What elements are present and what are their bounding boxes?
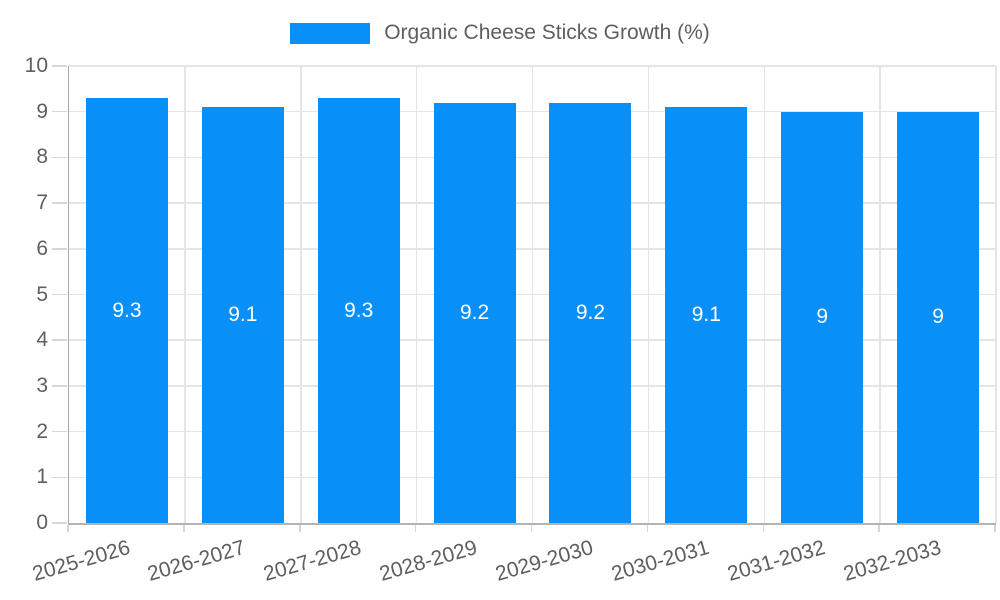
x-axis-label: 2026-2027 [145, 536, 249, 586]
x-axis-label: 2028-2029 [377, 536, 480, 586]
bar[interactable]: 9.1 [201, 107, 284, 523]
x-axis-label: 2031-2032 [724, 536, 828, 586]
x-axis-label: 2030-2031 [608, 536, 712, 586]
y-axis-tick [52, 110, 67, 113]
bar-value-label: 9.2 [459, 300, 490, 324]
x-axis-tick [878, 525, 880, 532]
x-axis-tick [762, 525, 764, 532]
v-gridline [763, 66, 765, 523]
y-axis-label: 10 [24, 54, 48, 77]
y-axis-tick [52, 339, 67, 341]
y-axis-tick [52, 430, 67, 433]
y-axis-tick [52, 156, 67, 159]
y-axis-tick [52, 385, 67, 387]
y-axis-label: 2 [36, 419, 48, 443]
y-axis-label: 4 [36, 328, 48, 352]
y-axis-label: 3 [36, 373, 48, 397]
y-axis-label: 7 [36, 191, 48, 215]
x-axis-tick [183, 525, 185, 532]
bar-value-label: 9.1 [691, 303, 721, 327]
bar-value-label: 9 [816, 305, 829, 329]
x-axis-tick [67, 525, 69, 532]
bar-value-label: 9 [932, 305, 944, 329]
v-gridline [531, 66, 534, 523]
bar[interactable]: 9.3 [317, 98, 400, 523]
v-gridline [300, 66, 302, 523]
x-axis-tick [530, 525, 533, 532]
legend-label: Organic Cheese Sticks Growth (%) [384, 21, 710, 44]
y-axis-label: 0 [36, 511, 48, 534]
y-axis-tick [52, 248, 67, 250]
v-gridline [184, 66, 186, 523]
v-gridline [879, 66, 881, 523]
bar-value-label: 9.3 [344, 298, 374, 322]
v-gridline [415, 66, 418, 523]
bar[interactable]: 9.2 [549, 102, 632, 523]
bar[interactable]: 9.1 [665, 107, 748, 523]
legend-swatch [290, 22, 371, 44]
v-gridline [647, 66, 650, 523]
v-gridline [995, 66, 997, 523]
legend[interactable]: Organic Cheese Sticks Growth (%) [0, 21, 1000, 45]
y-axis-tick [52, 476, 67, 479]
y-axis-label: 6 [36, 236, 48, 260]
y-axis-tick [52, 202, 67, 204]
x-axis-label: 2032-2033 [840, 536, 944, 586]
bar[interactable]: 9.2 [433, 102, 516, 523]
x-axis-label: 2025-2026 [29, 536, 133, 586]
y-axis-label: 9 [36, 99, 48, 123]
bar[interactable]: 9 [897, 111, 980, 523]
y-axis-label: 5 [36, 282, 48, 306]
bar-value-label: 9.3 [112, 298, 142, 322]
x-axis-tick [299, 525, 301, 532]
bar-value-label: 9.2 [575, 300, 606, 324]
x-axis-tick [646, 525, 649, 532]
bar[interactable]: 9.3 [85, 98, 168, 523]
x-axis-tick [994, 525, 996, 532]
y-axis-tick [52, 65, 67, 67]
y-axis-label: 8 [36, 145, 48, 169]
y-axis-tick [52, 522, 67, 524]
bar-value-label: 9.1 [228, 303, 258, 327]
bar[interactable]: 9 [781, 111, 864, 523]
x-axis-tick [414, 525, 417, 532]
x-axis-label: 2027-2028 [261, 536, 365, 586]
x-axis-label: 2029-2030 [492, 536, 596, 586]
y-axis-tick [52, 293, 67, 296]
y-axis-label: 1 [36, 465, 48, 489]
plot-area: 9.3 9.1 9.3 9.2 9.2 9.1 9 9 [68, 65, 997, 525]
